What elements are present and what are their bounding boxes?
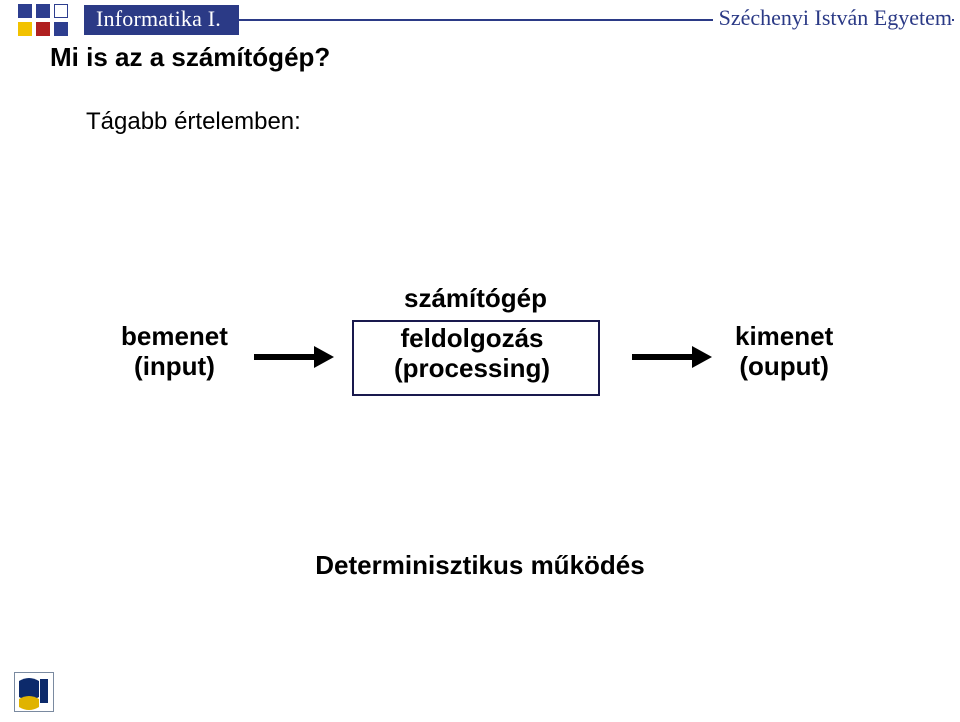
computer-label: számítógép [404, 284, 547, 314]
processing-label: feldolgozás (processing) [394, 324, 550, 384]
arrow-shaft [254, 354, 314, 360]
arrow-shaft [632, 354, 692, 360]
arrow-input-to-proc-icon [254, 346, 334, 368]
io-diagram: számítógép bemenet (input) feldolgozás (… [0, 0, 960, 722]
footer-logo-icon [14, 672, 54, 712]
slide: Informatika I. Széchenyi István Egyetem … [0, 0, 960, 722]
input-label: bemenet (input) [121, 322, 228, 382]
arrow-proc-to-output-icon [632, 346, 712, 368]
output-label: kimenet (ouput) [735, 322, 833, 382]
arrow-head-icon [692, 346, 712, 368]
footer-text: Determinisztikus működés [0, 550, 960, 581]
arrow-head-icon [314, 346, 334, 368]
